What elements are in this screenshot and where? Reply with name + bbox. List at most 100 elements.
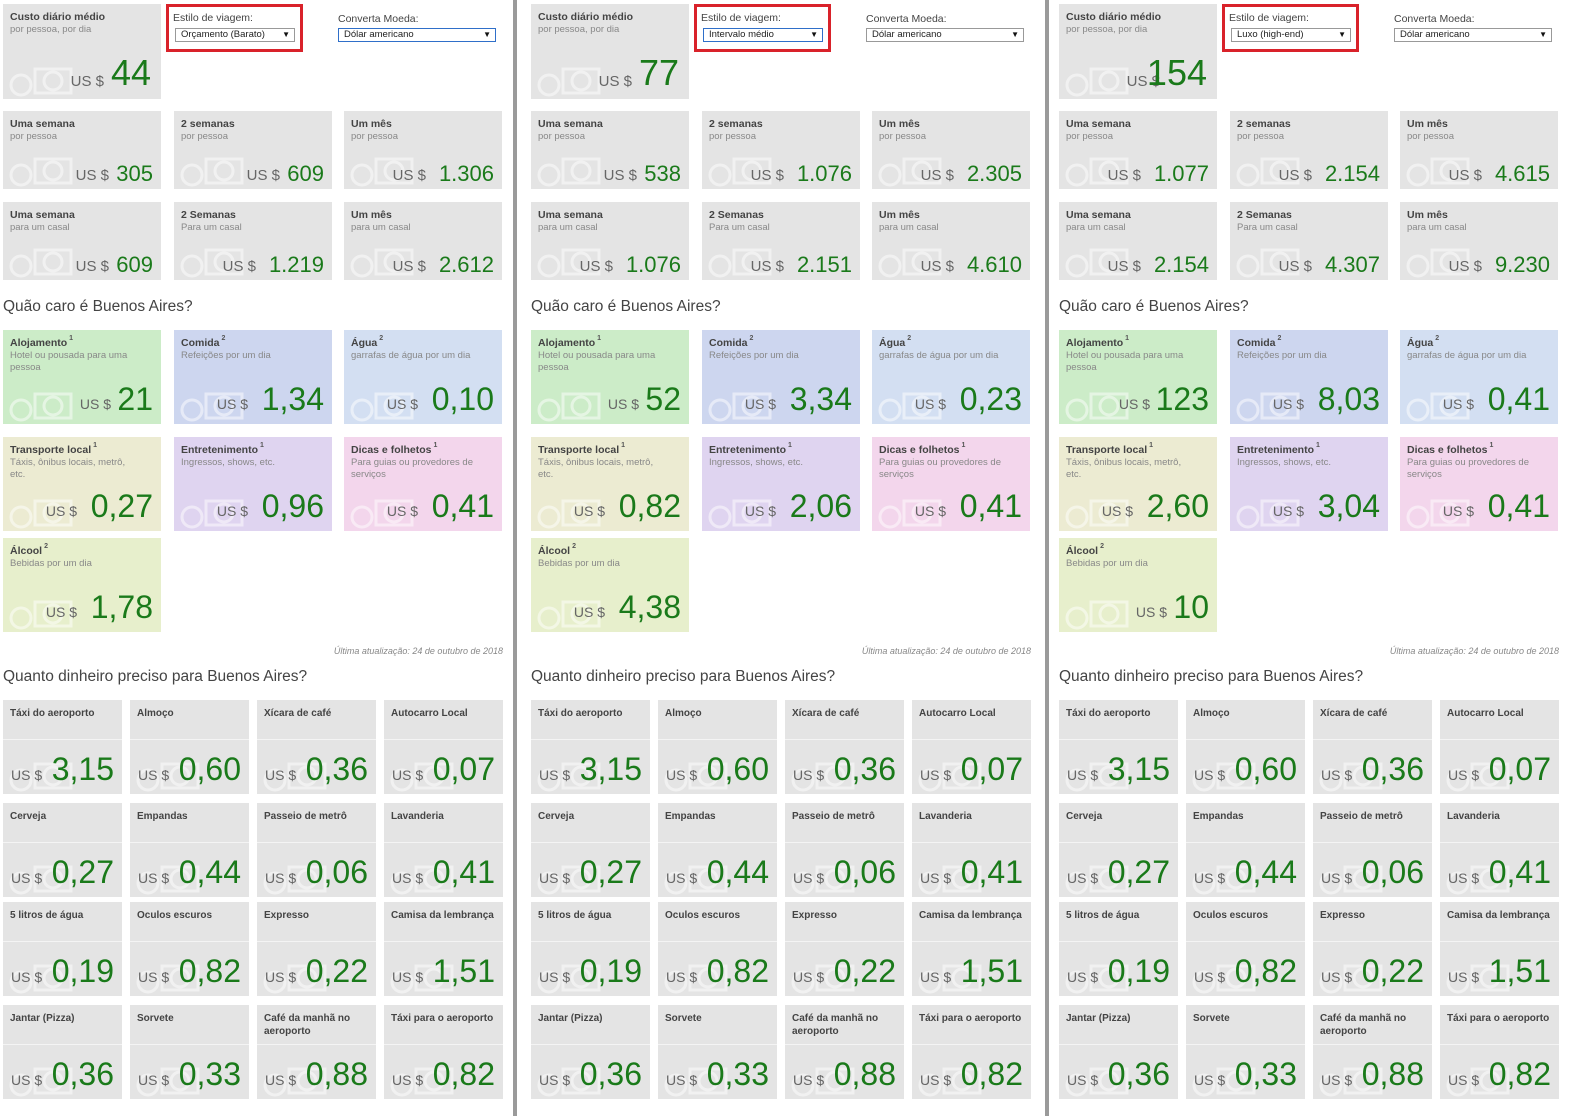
duration-tile: Um mês por pessoa US $ 1.306 (344, 111, 502, 189)
currency-select[interactable]: Dólar americano ▼ (866, 28, 1024, 42)
duration-tile-title: 2 Semanas (709, 209, 764, 221)
travel-style-label: Estilo de viagem: (1229, 12, 1309, 24)
duration-tile-watermark-icon (1406, 157, 1470, 187)
category-tile-watermark-icon (708, 392, 772, 422)
duration-tile-value: 4.610 (966, 252, 1022, 277)
item-tile-currency: US $ (1194, 1072, 1226, 1088)
currency-value: Dólar americano (1400, 29, 1470, 40)
item-tile-band (785, 941, 904, 942)
duration-tile-title: 2 semanas (181, 118, 235, 130)
category-tile-title-text: Transporte local (10, 444, 92, 456)
item-tile-title: Oculos escuros (665, 910, 741, 921)
duration-tile-watermark-icon (1065, 157, 1129, 187)
item-tile-band (531, 739, 650, 740)
item-tile-band (1440, 842, 1559, 843)
item-tile-watermark-icon (390, 964, 454, 994)
category-tile-watermark-icon (537, 499, 601, 529)
item-tile-title: Lavanderia (919, 811, 972, 822)
section-heading-money: Quanto dinheiro preciso para Buenos Aire… (3, 668, 308, 685)
duration-tile-value: 4.307 (1324, 252, 1380, 277)
category-tile-footnote-marker: 1 (1489, 442, 1494, 449)
category-tile-footnote-marker: 2 (749, 335, 754, 342)
category-tile-watermark-icon (9, 392, 73, 422)
item-tile-watermark-icon (136, 762, 200, 792)
item-tile-title: Passeio de metrô (792, 811, 875, 822)
currency-label: Converta Moeda: (866, 13, 947, 25)
item-tile: 5 litros de água US $ 0,19 (531, 902, 650, 996)
item-tile: Cerveja US $ 0,27 (531, 803, 650, 897)
duration-tile: 2 Semanas Para um casal US $ 4.307 (1230, 202, 1388, 280)
category-tile-title: Água 2 (879, 335, 911, 349)
item-tile-currency: US $ (666, 870, 698, 886)
duration-tile-watermark-icon (1236, 248, 1300, 278)
item-tile-watermark-icon (791, 1067, 855, 1097)
item-tile-title: Cerveja (1066, 811, 1103, 822)
item-tile-watermark-icon (390, 865, 454, 895)
item-tile-title: Empandas (137, 811, 188, 822)
duration-tile-watermark-icon (9, 157, 73, 187)
item-tile-title: Camisa da lembrança (1447, 910, 1550, 921)
item-tile-watermark-icon (390, 1067, 454, 1097)
duration-tile-currency: US $ (392, 258, 426, 275)
item-tile-band (1186, 739, 1305, 740)
category-tile-value: 0,41 (1487, 381, 1550, 417)
travel-style-select[interactable]: Orçamento (Barato) ▼ (175, 28, 295, 42)
item-tile-band (130, 842, 249, 843)
daily-cost-tile-value: 154 (1146, 52, 1207, 93)
item-tile-value: 0,06 (833, 854, 896, 890)
item-tile: Xícara de café US $ 0,36 (1313, 700, 1432, 794)
item-tile-band (257, 1044, 376, 1045)
item-tile: Táxi para o aeroporto US $ 0,82 (384, 1005, 503, 1099)
item-tile: Almoço US $ 0,60 (1186, 700, 1305, 794)
category-tile-value: 21 (117, 381, 153, 417)
category-tile-currency: US $ (79, 396, 111, 412)
item-tile: 5 litros de água US $ 0,19 (1059, 902, 1178, 996)
category-tile-title: Álcool 2 (538, 543, 576, 557)
item-tile: Jantar (Pizza) US $ 0,36 (3, 1005, 122, 1099)
duration-tile: Uma semana por pessoa US $ 305 (3, 111, 161, 189)
category-tile-watermark-icon (1065, 600, 1129, 630)
category-tile-currency: US $ (216, 396, 248, 412)
item-tile-currency: US $ (920, 870, 952, 886)
item-tile: Autocarro Local US $ 0,07 (384, 700, 503, 794)
duration-tile: 2 Semanas Para um casal US $ 1.219 (174, 202, 332, 280)
daily-cost-tile-title: Custo diário médio (1066, 11, 1162, 23)
item-tile-band (1313, 739, 1432, 740)
item-tile-title: Passeio de metrô (264, 811, 347, 822)
category-tile-currency: US $ (45, 604, 77, 620)
duration-tile-currency: US $ (603, 167, 637, 184)
category-tile-value: 4,38 (618, 589, 681, 625)
currency-value: Dólar americano (872, 29, 942, 40)
category-tile: Dicas e folhetos 1 Para guias ou provedore… (344, 437, 502, 531)
currency-select[interactable]: Dólar americano ▼ (338, 28, 496, 42)
category-tile-subtitle: Ingressos, shows, etc. (709, 457, 803, 468)
duration-tile-title: Uma semana (538, 209, 603, 221)
item-tile-title: Xícara de café (1320, 708, 1388, 719)
duration-tile-value: 2.151 (796, 252, 852, 277)
item-tile-title: Oculos escuros (1193, 910, 1269, 921)
category-tile-watermark-icon (9, 600, 73, 630)
item-tile-currency: US $ (11, 969, 43, 985)
item-tile-value: 0,82 (178, 953, 241, 989)
category-tile-title-text: Álcool (1066, 545, 1099, 557)
category-tile: Entretenimento 1 Ingressos, shows, etc. US … (702, 437, 860, 531)
item-tile-band (257, 842, 376, 843)
category-tile-subtitle: garrafas de água por um dia (879, 350, 999, 361)
category-tile-watermark-icon (878, 392, 942, 422)
currency-select[interactable]: Dólar americano ▼ (1394, 28, 1552, 42)
currency-value: Dólar americano (344, 29, 414, 40)
category-tile-subtitle: Táxis, ônibus locais, metrô, etc. (10, 457, 126, 480)
category-tile-currency: US $ (607, 396, 639, 412)
item-tile-value: 0,36 (1107, 1056, 1170, 1092)
duration-tile: Um mês para um casal US $ 9.230 (1400, 202, 1558, 280)
dropdown-arrow-icon: ▼ (1338, 30, 1346, 39)
category-tile-title: Álcool 2 (10, 543, 48, 557)
travel-style-select[interactable]: Luxo (high-end) ▼ (1231, 28, 1351, 42)
category-tile-value: 123 (1155, 381, 1209, 417)
item-tile-value: 0,06 (305, 854, 368, 890)
duration-tile-title: Um mês (879, 118, 920, 130)
item-tile-currency: US $ (138, 1072, 170, 1088)
daily-cost-tile-subtitle: por pessoa, por dia (1066, 24, 1148, 35)
dropdown-arrow-icon: ▼ (1011, 30, 1019, 39)
travel-style-select[interactable]: Intervalo médio ▼ (703, 28, 823, 42)
